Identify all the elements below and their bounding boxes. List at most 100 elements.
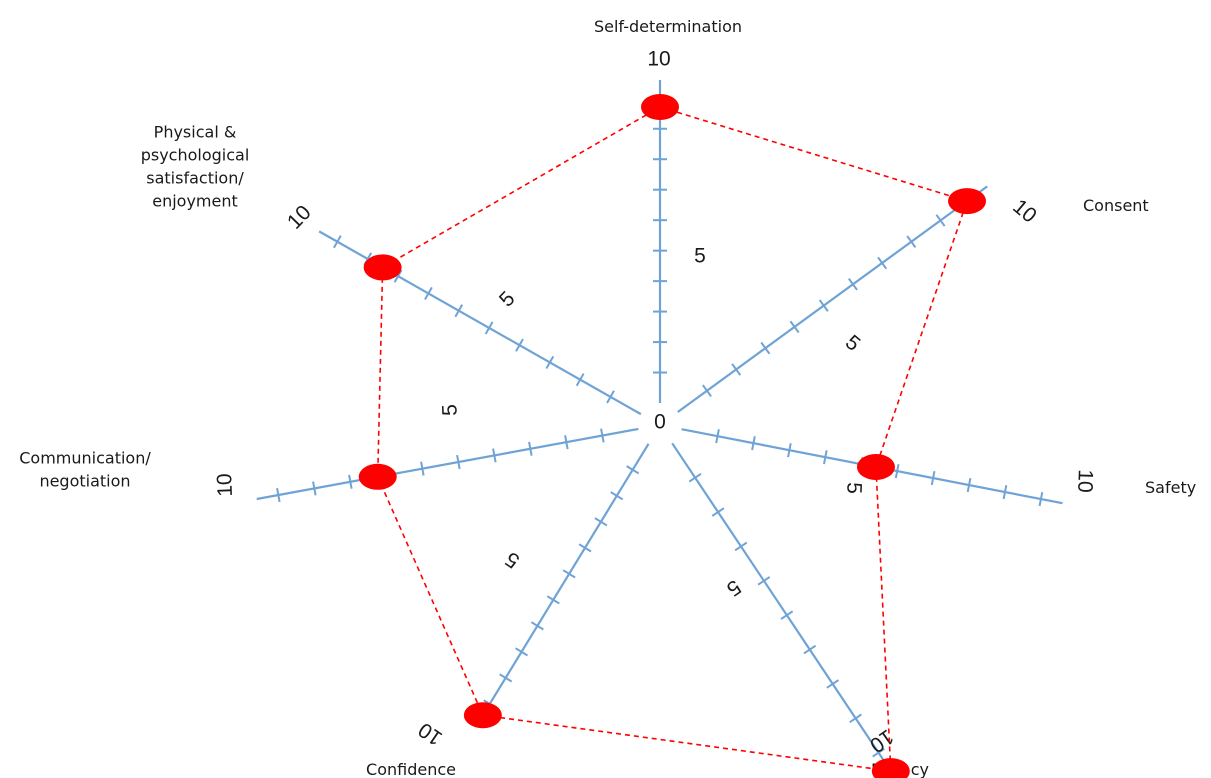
axis-group: 10 5 Consent <box>677 185 1149 413</box>
axis-category-label-line: Safety <box>1145 478 1196 497</box>
axis-max-label: 10 <box>865 725 897 757</box>
center-zero-label: 0 <box>654 411 666 434</box>
axis-tick <box>935 214 946 227</box>
axis-line <box>677 185 988 413</box>
axis-line <box>671 442 897 778</box>
axis-tick <box>787 443 792 458</box>
axis-category-label-line: Consent <box>1083 196 1149 215</box>
axis-category-label: Physical & psychological satisfaction/enjo… <box>141 123 250 211</box>
axis-tick <box>562 569 576 579</box>
axis-tick <box>877 256 888 270</box>
axis-tick <box>1038 491 1044 507</box>
axis-tick <box>499 673 513 683</box>
axis-tick <box>515 647 529 657</box>
axis-max-label: 10 <box>1073 469 1097 493</box>
axis-tick <box>823 450 828 465</box>
axis-group: 10 5 Confidence <box>366 443 650 778</box>
axis-tick <box>578 543 592 553</box>
axis-tick <box>545 355 555 369</box>
axis-tick <box>333 235 342 249</box>
axis-tick <box>757 576 771 586</box>
axis-tick <box>492 448 497 463</box>
data-point <box>463 702 502 729</box>
axis-tick <box>393 269 403 283</box>
axis-group: 105Privacy <box>671 442 929 778</box>
axis-line <box>479 443 650 721</box>
axis-tick <box>711 507 725 517</box>
axis-category-label: Confidence <box>366 760 456 778</box>
axis-tick <box>848 278 858 291</box>
axis-tick <box>1002 484 1008 500</box>
axis-max-label: 10 <box>283 201 316 234</box>
axis-category-label: Consent <box>1083 196 1149 215</box>
axis-max-label: 10 <box>647 48 670 71</box>
axis-max-label: 10 <box>1008 195 1041 228</box>
axis-mid-label: 5 <box>438 404 461 416</box>
axis-category-label-line: enjoyment <box>152 192 238 211</box>
axis-mid-label: 5 <box>495 287 520 311</box>
axis-tick <box>546 595 560 605</box>
series-outline <box>376 106 969 773</box>
axis-group: 10 5 Self-determination <box>594 17 742 403</box>
axis-tick <box>515 338 524 352</box>
axis-tick <box>906 235 917 248</box>
data-point <box>856 453 895 480</box>
data-point <box>363 254 402 281</box>
axis-tick <box>826 679 840 689</box>
axis-tick <box>348 474 353 489</box>
axis-tick <box>600 428 605 443</box>
axis-tick <box>626 465 640 475</box>
axis-category-label-line: negotiation <box>39 472 130 491</box>
axis-tick <box>780 610 794 620</box>
axis-category-label: Safety <box>1145 478 1196 497</box>
axis-tick <box>734 541 748 552</box>
axis-tick <box>789 320 800 334</box>
data-point <box>948 188 987 215</box>
axis-category-label: Self-determination <box>594 17 742 36</box>
axis-tick <box>575 373 585 387</box>
axis-category-label-line: Physical & <box>154 123 237 142</box>
axis-tick <box>818 299 829 312</box>
axis-mid-label: 5 <box>842 482 865 494</box>
axis-line <box>256 427 639 501</box>
axis-tick <box>484 321 494 335</box>
axis-tick <box>849 713 862 724</box>
axis-tick <box>760 341 771 355</box>
axis-tick <box>420 461 425 476</box>
axis-category-label-line: Self-determination <box>594 17 742 36</box>
axis-tick <box>702 384 712 397</box>
axis-max-label: 10 <box>414 718 446 750</box>
axis-category-label-line: satisfaction/ <box>146 169 244 188</box>
axis-tick <box>454 304 464 318</box>
axis-category-label-line: Confidence <box>366 760 456 778</box>
data-point <box>871 758 910 778</box>
axis-tick <box>456 454 461 470</box>
axis-tick <box>276 487 281 503</box>
axis-mid-label: 5 <box>694 245 706 268</box>
axis-group: 10 5 Safety <box>681 428 1196 507</box>
axis-tick <box>751 436 756 451</box>
axis-group: 10 5 Communication/negotiation <box>19 404 639 503</box>
axis-category-label-line: psychological <box>141 146 250 165</box>
axis-tick <box>610 491 624 501</box>
axis-category-label: Communication/negotiation <box>19 449 151 491</box>
axis-category-label-line: Communication/ <box>19 449 151 468</box>
axis-max-label: 10 <box>213 473 237 497</box>
axis-tick <box>966 478 972 493</box>
axis-mid-label: 5 <box>841 331 865 356</box>
axis-tick <box>594 517 608 527</box>
axis-tick <box>715 429 720 444</box>
data-point <box>358 463 397 490</box>
axis-tick <box>872 747 885 758</box>
axis-tick <box>731 363 742 376</box>
axis-tick <box>606 390 615 404</box>
axis-tick <box>688 472 702 483</box>
axis-tick <box>530 621 544 631</box>
axis-tick <box>312 481 317 496</box>
axis-mid-label: 5 <box>501 547 524 573</box>
axis-tick <box>930 471 936 486</box>
axis-tick <box>803 644 817 655</box>
axis-tick <box>528 441 533 456</box>
